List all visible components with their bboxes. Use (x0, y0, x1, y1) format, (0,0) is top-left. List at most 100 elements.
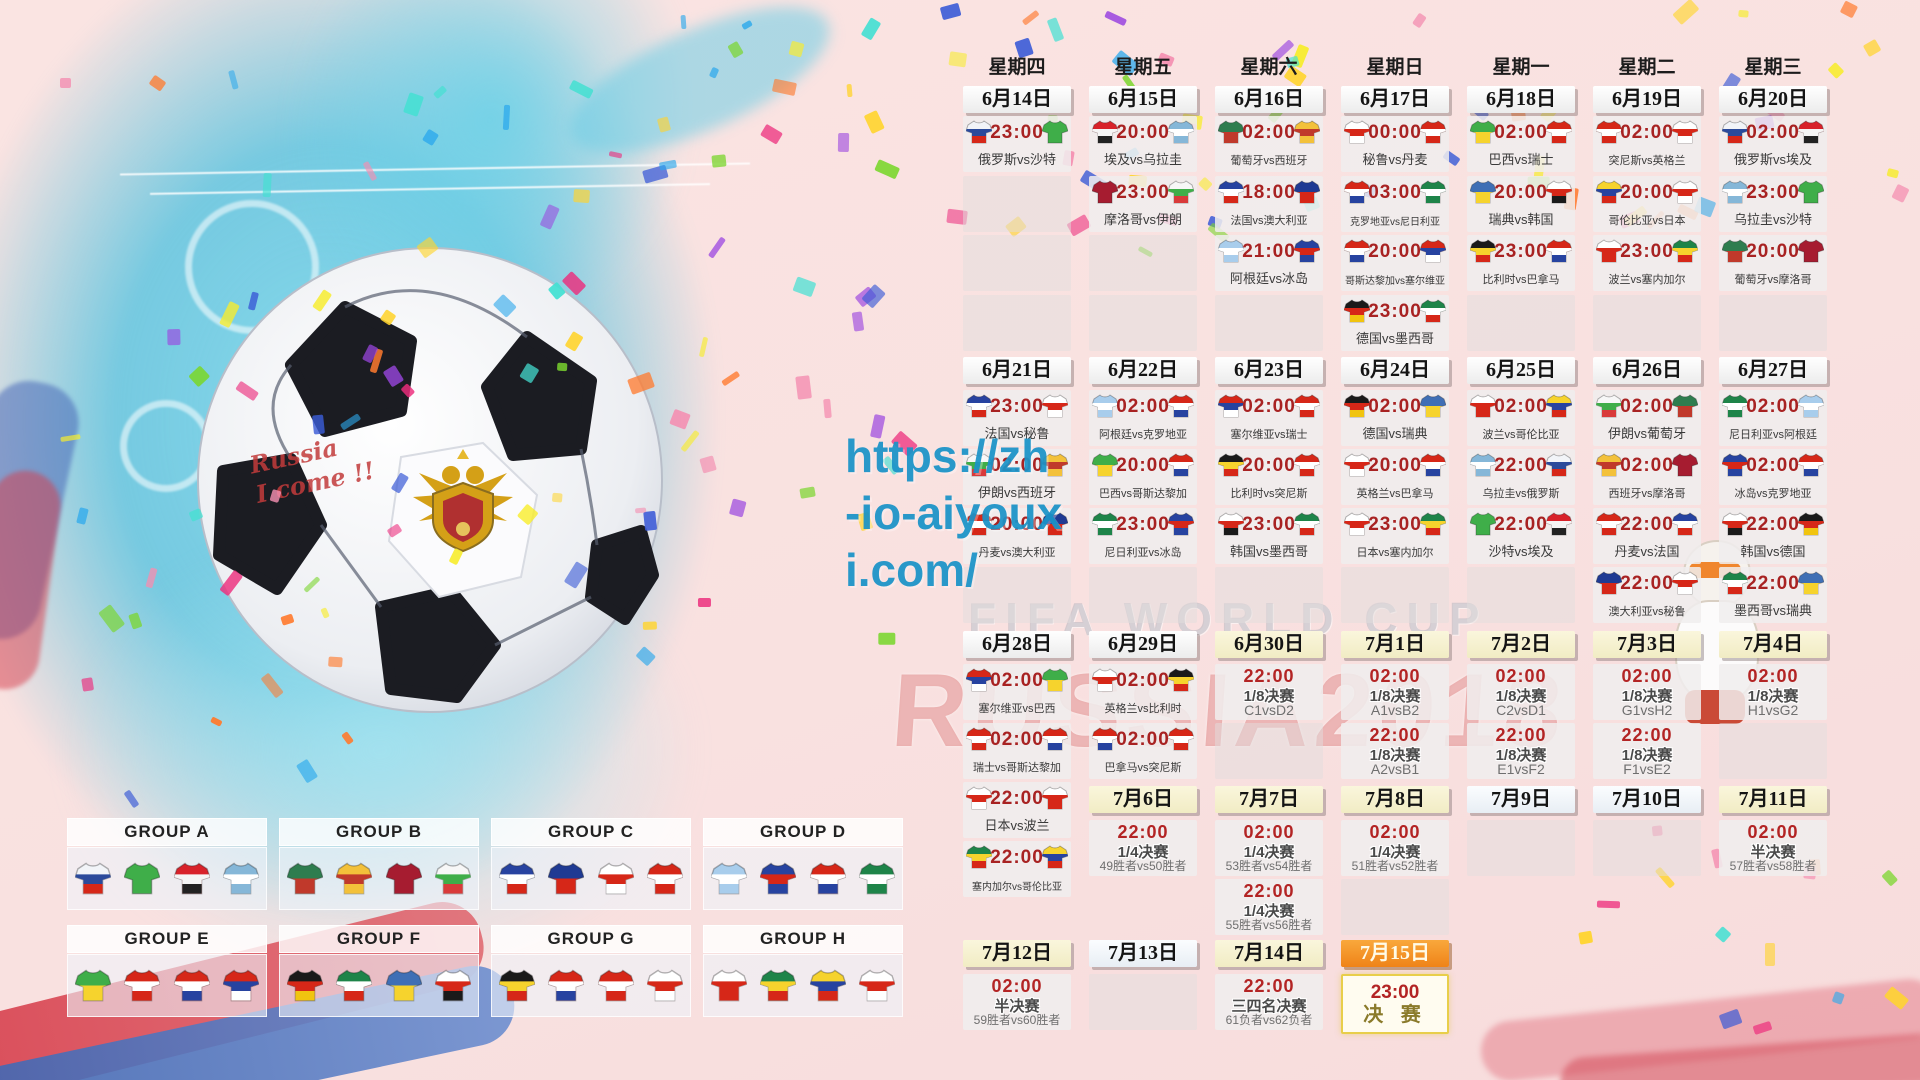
match-cell: 00:00 秘鲁vs丹麦 (1341, 116, 1449, 172)
confetti-piece (1840, 0, 1859, 19)
team-jersey-icon (809, 862, 846, 895)
team-jersey-icon (548, 969, 585, 1002)
match-cell: 23:00 俄罗斯vs沙特 (963, 116, 1071, 172)
match-cell: 20:00 英格兰vs巴拿马 (1341, 449, 1449, 505)
confetti-piece (1283, 65, 1308, 89)
match-time: 20:00 (1494, 182, 1548, 203)
date-header: 7月8日 (1341, 786, 1449, 813)
team-jersey-icon (1798, 453, 1824, 477)
match-time: 02:00 (1620, 396, 1674, 417)
confetti-piece (788, 40, 804, 58)
team-jersey-icon (74, 862, 111, 895)
match-time: 20:00 (1368, 455, 1422, 476)
confetti-piece (1693, 196, 1716, 218)
match-label: 乌拉圭vs沙特 (1733, 212, 1812, 227)
team-jersey-icon (760, 862, 797, 895)
confetti-piece (1066, 213, 1092, 237)
empty-cell (1593, 820, 1701, 876)
date-header: 7月14日 (1215, 940, 1323, 967)
confetti-piece (823, 398, 832, 419)
confetti-piece (729, 498, 747, 518)
team-jersey-icon (1798, 394, 1824, 418)
confetti-piece (1672, 0, 1700, 26)
confetti-piece (1004, 215, 1027, 237)
date-header: 6月27日 (1719, 357, 1827, 384)
confetti-piece (421, 128, 439, 146)
match-time: 02:00 (1368, 396, 1422, 417)
team-jersey-icon (1344, 239, 1370, 263)
confetti-piece (1127, 174, 1147, 187)
match-time: 02:00 (1747, 822, 1799, 842)
match-time: 23:00 (990, 396, 1044, 417)
match-cell: 20:00 巴西vs哥斯达黎加 (1089, 449, 1197, 505)
confetti-piece (878, 633, 896, 645)
date-header: 6月24日 (1341, 357, 1449, 384)
team-jersey-icon (1168, 512, 1194, 536)
confetti-piece (1891, 184, 1910, 204)
team-jersey-icon (1168, 120, 1194, 144)
confetti-piece (1623, 205, 1648, 227)
confetti-piece (741, 19, 753, 30)
match-time: 22:00 (990, 788, 1044, 809)
confetti-piece (1206, 215, 1223, 230)
match-label: 德国vs瑞典 (1362, 426, 1428, 441)
match-cell: 02:00 波兰vs哥伦比亚 (1467, 390, 1575, 446)
match-label: 哥伦比亚vs日本 (1608, 215, 1686, 227)
team-jersey-icon (435, 862, 472, 895)
confetti-piece (708, 236, 726, 259)
confetti-piece (1198, 176, 1214, 192)
match-label: 波兰vs塞内加尔 (1608, 274, 1686, 286)
confetti-piece (1291, 43, 1310, 69)
confetti-piece (837, 132, 850, 153)
weekday-label: 星期六 (1240, 57, 1298, 78)
team-jersey-icon (1470, 120, 1496, 144)
match-label: 韩国vs墨西哥 (1229, 544, 1308, 559)
team-jersey-icon (1294, 120, 1320, 144)
confetti-piece (940, 3, 962, 21)
match-cell: 23:00 乌拉圭vs沙特 (1719, 176, 1827, 232)
confetti-piece (948, 51, 968, 68)
match-label: 秘鲁vs丹麦 (1362, 152, 1428, 167)
match-cell: 18:00 法国vs澳大利亚 (1215, 176, 1323, 232)
match-cell: 20:00 哥斯达黎加vs塞尔维亚 (1341, 235, 1449, 291)
confetti-piece (362, 160, 378, 182)
confetti-piece (669, 408, 691, 430)
team-jersey-icon (286, 862, 323, 895)
confetti-piece (1596, 900, 1621, 909)
confetti-piece (145, 567, 158, 589)
date-header: 6月20日 (1719, 86, 1827, 113)
confetti-piece (568, 79, 595, 100)
confetti-piece (148, 74, 167, 92)
match-time: 02:00 (1116, 396, 1170, 417)
white-line-decor (150, 183, 710, 195)
confetti-piece (1469, 102, 1489, 122)
confetti-piece (403, 91, 425, 117)
confetti-piece (539, 203, 561, 230)
team-jersey-icon (1596, 394, 1622, 418)
match-label: 突尼斯vs英格兰 (1608, 155, 1686, 167)
match-time: 02:00 (1746, 396, 1800, 417)
confetti-piece (1411, 12, 1427, 29)
confetti-piece (1158, 212, 1180, 227)
match-time: 23:00 (1620, 241, 1674, 262)
confetti-piece (296, 759, 318, 784)
team-jersey-icon (1042, 120, 1068, 144)
left-red-stroke (0, 466, 65, 694)
match-label: 尼日利亚vs阿根廷 (1729, 429, 1817, 441)
group-panel: GROUP C (491, 818, 691, 910)
mascot (1655, 540, 1775, 740)
empty-cell (1089, 295, 1197, 351)
team-jersey-icon (859, 969, 896, 1002)
confetti-piece (1103, 10, 1127, 26)
knockout-cell: 22:00 三四名决赛 61负者vs62负者 (1215, 974, 1323, 1030)
team-jersey-icon (1420, 512, 1446, 536)
confetti-piece (227, 69, 239, 90)
confetti-piece (680, 429, 701, 452)
confetti-piece (1886, 168, 1900, 179)
match-label: 西班牙vs摩洛哥 (1608, 488, 1686, 500)
match-time: 23:00 (1116, 514, 1170, 535)
confetti-piece (1808, 858, 1821, 876)
team-jersey-icon (1546, 394, 1572, 418)
confetti-piece (1271, 38, 1295, 62)
confetti-piece (1121, 74, 1139, 95)
